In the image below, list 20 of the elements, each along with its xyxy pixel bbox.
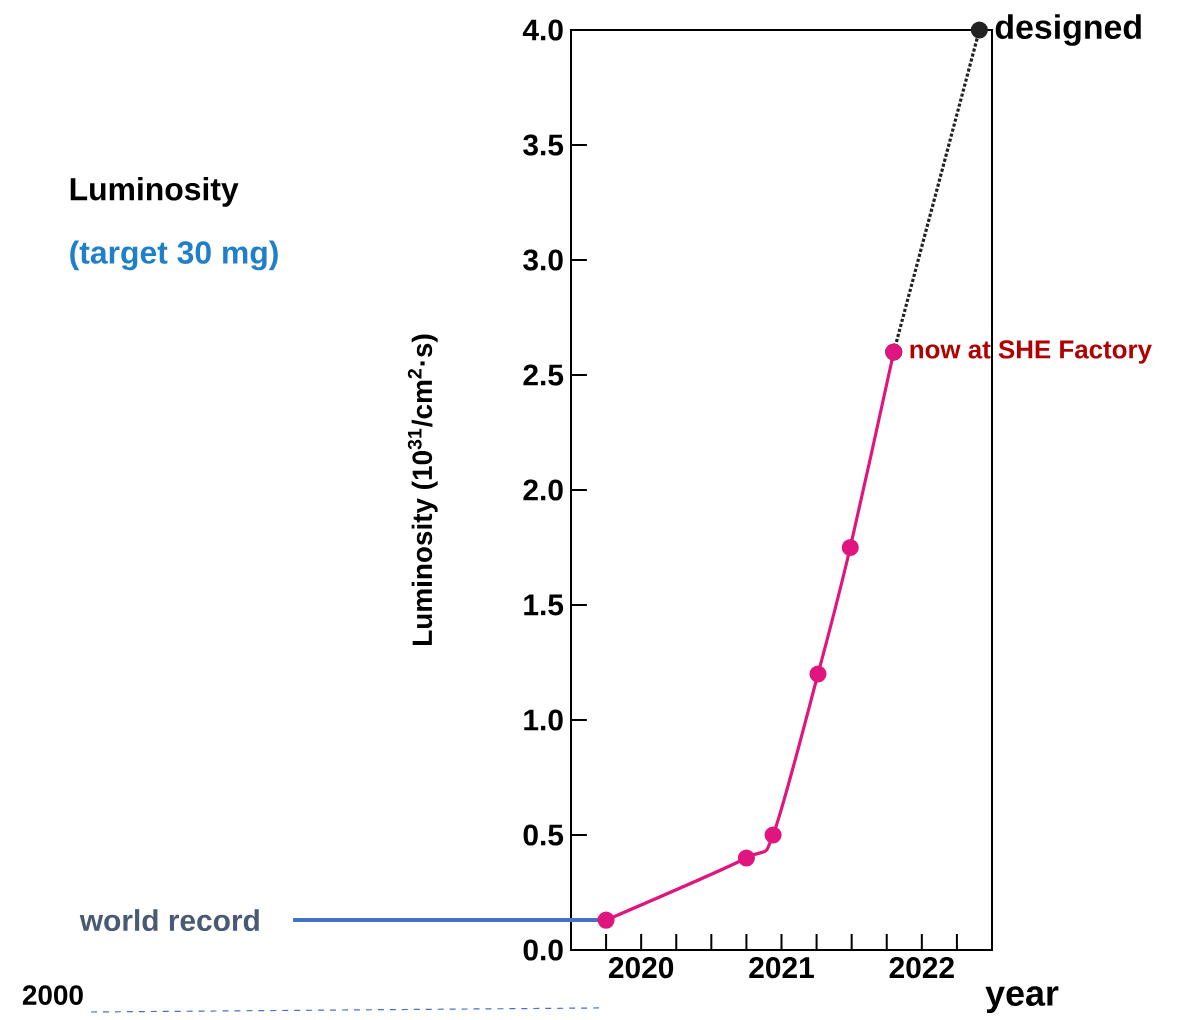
- x-tick-label: 2020: [608, 957, 674, 979]
- x-axis-title: year: [985, 986, 1059, 1014]
- y-tick-label: 1.0: [524, 709, 563, 731]
- x-tick-label: 2022: [889, 957, 954, 979]
- text: (target 30 mg): [70, 240, 278, 271]
- text: 2000: [22, 985, 83, 1005]
- y-axis-title: Luminosity (10$^{31}$/cm$^{2}$·s): [407, 334, 438, 645]
- y-tick-label: 1.5: [524, 594, 564, 616]
- annotation: designed: [995, 14, 1141, 46]
- text: Luminosity: [70, 177, 239, 207]
- annotation: now at SHE Factory: [910, 340, 1152, 364]
- y-tick-label: 0.5: [523, 824, 564, 846]
- x-tick-label: 2021: [749, 957, 814, 979]
- ref-line-label: world record: [79, 909, 259, 932]
- y-tick-label: 3.5: [523, 134, 564, 156]
- y-tick-label: 2.0: [523, 479, 563, 501]
- y-tick-label: 3.0: [523, 249, 563, 271]
- y-tick-label: 4.0: [522, 19, 563, 41]
- y-tick-label: 2.5: [523, 364, 564, 386]
- y-tick-label: 0.0: [523, 939, 563, 961]
